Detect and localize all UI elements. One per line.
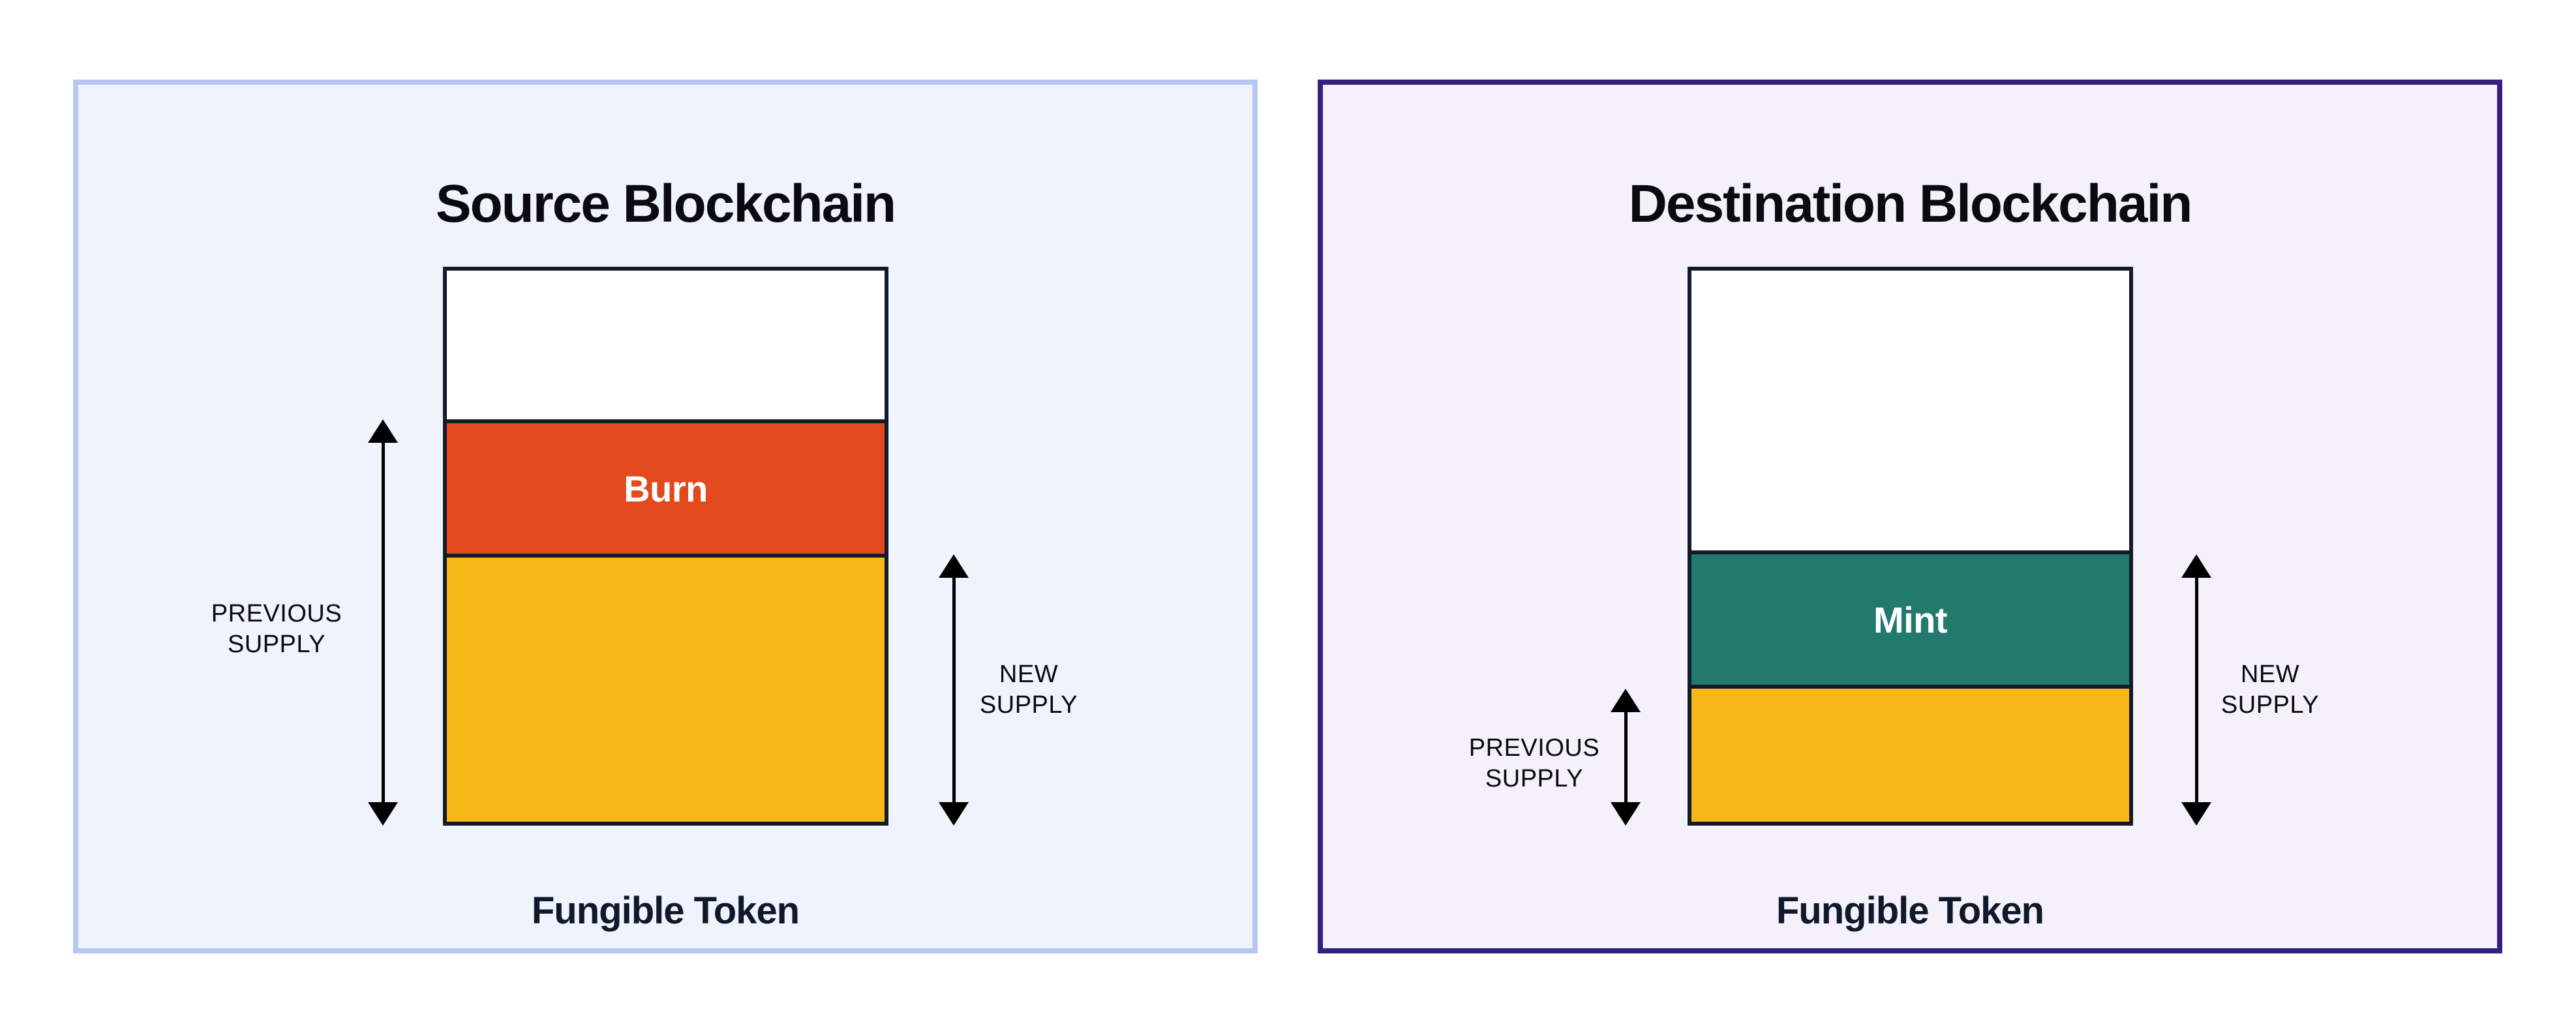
- source-previous-supply-label: PREVIOUS SUPPLY: [172, 599, 381, 660]
- supply-label-line: PREVIOUS: [211, 600, 342, 627]
- source-panel-title: Source Blockchain: [435, 173, 896, 233]
- destination-new-supply-label: NEW SUPPLY: [2192, 659, 2348, 721]
- destination-panel-title: Destination Blockchain: [1628, 173, 2193, 233]
- destination-token-caption: Fungible Token: [1776, 890, 2044, 932]
- source-blockchain-panel: Source Blockchain Burn PREVIOUS SUPPLY N…: [73, 80, 1258, 953]
- supply-label-line: PREVIOUS: [1468, 734, 1600, 762]
- destination-new-supply-arrow: [2181, 554, 2211, 826]
- source-supply-segment: [447, 554, 885, 822]
- arrow-line: [1624, 707, 1628, 807]
- arrow-down-icon: [1611, 802, 1641, 826]
- arrow-down-icon: [939, 802, 969, 826]
- source-previous-supply-arrow: [368, 419, 398, 826]
- supply-label-line: SUPPLY: [1485, 765, 1584, 792]
- source-headroom-segment: [447, 271, 885, 420]
- arrow-line: [952, 573, 956, 807]
- source-new-supply-label: NEW SUPPLY: [950, 659, 1107, 721]
- destination-blockchain-panel: Destination Blockchain Mint PREVIOUS SUP…: [1318, 80, 2502, 953]
- burn-segment-label: Burn: [624, 468, 708, 509]
- mint-segment-label: Mint: [1873, 599, 1948, 640]
- arrow-down-icon: [368, 802, 398, 826]
- source-token-caption: Fungible Token: [531, 890, 800, 932]
- arrow-line: [381, 438, 385, 807]
- supply-label-line: SUPPLY: [979, 691, 1078, 719]
- source-token-bar: Burn: [443, 267, 888, 826]
- arrow-down-icon: [2181, 802, 2211, 826]
- destination-token-bar: Mint: [1688, 267, 2133, 826]
- arrow-line: [2194, 573, 2198, 807]
- destination-previous-supply-label: PREVIOUS SUPPLY: [1430, 733, 1639, 794]
- source-burn-segment: Burn: [447, 419, 885, 554]
- supply-label-line: SUPPLY: [2220, 691, 2320, 719]
- destination-headroom-segment: [1691, 271, 2129, 551]
- destination-supply-segment: [1691, 685, 2129, 822]
- supply-label-line: NEW: [999, 661, 1059, 688]
- supply-label-line: SUPPLY: [227, 631, 326, 658]
- source-new-supply-arrow: [939, 554, 969, 826]
- supply-label-line: NEW: [2240, 661, 2300, 688]
- destination-mint-segment: Mint: [1691, 550, 2129, 685]
- destination-previous-supply-arrow: [1611, 689, 1641, 826]
